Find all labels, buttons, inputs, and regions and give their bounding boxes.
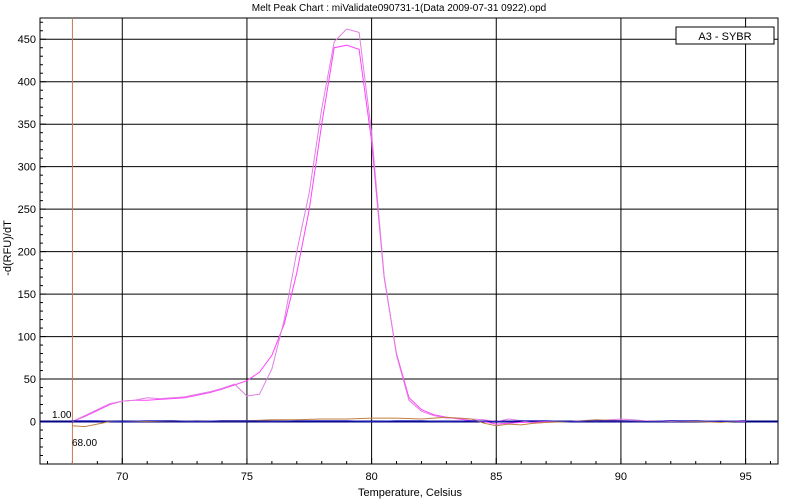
- series-line-4[interactable]: [72, 420, 746, 423]
- x-tick-label-85: 85: [490, 471, 502, 483]
- x-axis-ticks: 70 75 80 85 90 95: [46, 458, 772, 483]
- y-tick-label-300: 300: [18, 162, 36, 174]
- y-tick-label-150: 150: [18, 289, 36, 301]
- x-tick-label-75: 75: [241, 471, 253, 483]
- x-tick-label-80: 80: [365, 471, 377, 483]
- threshold-label: 1.00: [52, 410, 72, 421]
- y-tick-label-200: 200: [18, 247, 36, 259]
- x-axis-label: Temperature, Celsius: [358, 487, 462, 499]
- y-axis-label: -d(RFU)/dT: [2, 220, 14, 276]
- y-tick-label-250: 250: [18, 204, 36, 216]
- x-tick-label-90: 90: [615, 471, 627, 483]
- y-tick-label-350: 350: [18, 119, 36, 131]
- legend-box: [675, 26, 775, 45]
- grid-lines: [40, 18, 778, 464]
- begin-marker-label: 68.00: [72, 438, 97, 449]
- chart-title: Melt Peak Chart : miValidate090731-1(Dat…: [252, 3, 546, 14]
- y-tick-label-50: 50: [24, 374, 36, 386]
- series-group: [72, 28, 746, 428]
- x-tick-label-70: 70: [116, 471, 128, 483]
- y-tick-label-400: 400: [18, 77, 36, 89]
- series-line-1[interactable]: [72, 44, 746, 425]
- y-tick-label-450: 450: [18, 34, 36, 46]
- legend[interactable]: A3 - SYBR: [675, 26, 775, 45]
- legend-entry: A3 - SYBR: [698, 31, 751, 43]
- x-tick-label-95: 95: [739, 471, 751, 483]
- plot-area: [39, 17, 779, 465]
- y-axis-ticks: 0 50 100 150 200 250 300 350 400 450: [18, 21, 46, 465]
- y-tick-label-100: 100: [18, 332, 36, 344]
- y-tick-label-0: 0: [30, 417, 36, 429]
